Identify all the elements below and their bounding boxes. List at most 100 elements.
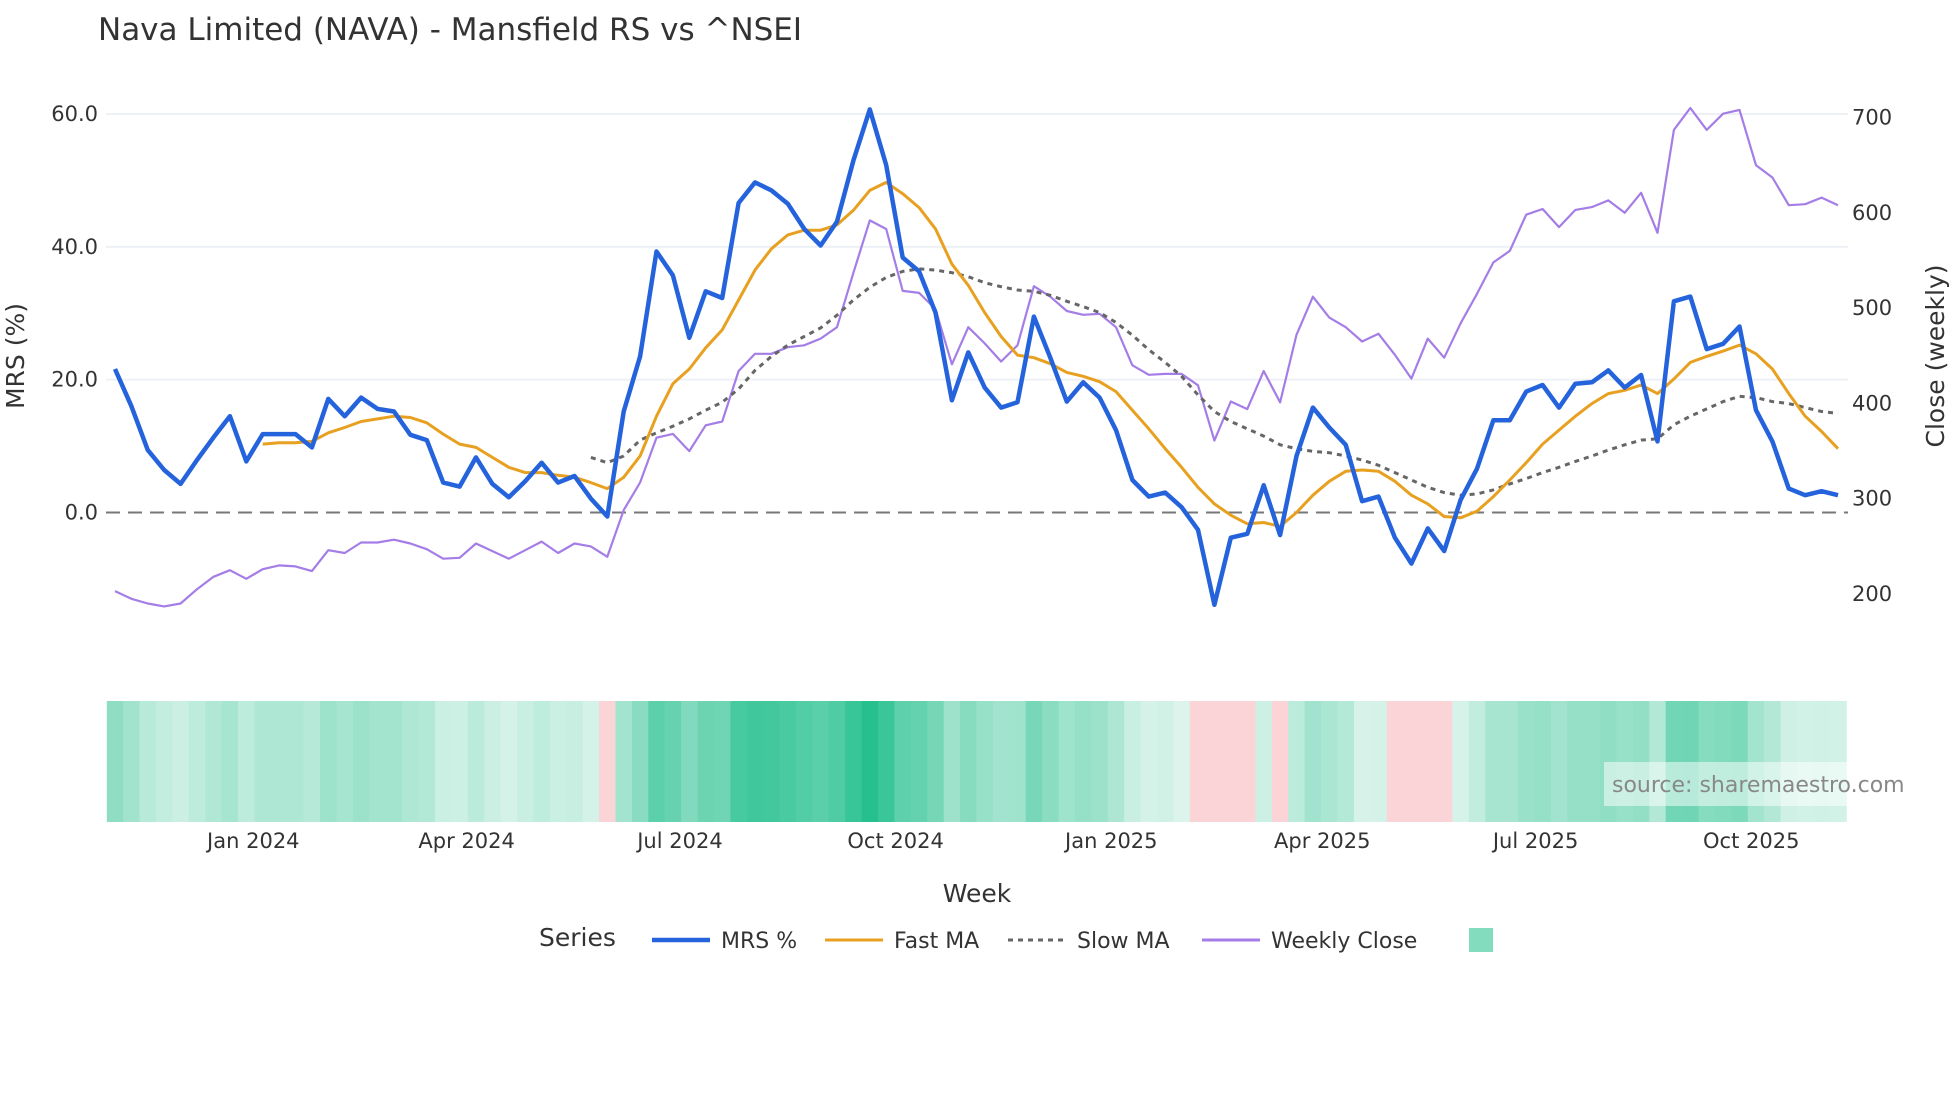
heatmap-cell [795,701,814,822]
heatmap-cell [861,701,879,822]
heatmap-cell [730,701,748,822]
heatmap-cell [960,701,978,822]
heatmap-cell [1534,701,1552,822]
legend-label: Slow MA [1077,929,1170,954]
x-tick-label: Jan 2024 [205,829,300,853]
heatmap-cell [1091,701,1109,822]
heatmap-cell [992,701,1010,822]
heatmap-cell [1009,701,1027,822]
y2-tick-label: 600 [1852,201,1892,225]
y-axis-right-title: Close (weekly) [1921,265,1950,448]
heatmap-cell [352,701,370,822]
heatmap-cell [500,701,518,822]
heatmap-cell [1452,701,1470,822]
y2-tick-label: 700 [1852,106,1892,130]
heatmap-cell [402,701,420,822]
gridlines [106,113,1848,381]
heatmap-cell [779,701,797,822]
legend-title: Series [539,923,616,952]
y-axis-left-title: MRS (%) [1,303,30,409]
x-tick-label: Jan 2025 [1063,829,1158,853]
heatmap-cell [320,701,338,822]
x-tick-label: Apr 2024 [418,829,514,853]
legend-label: Weekly Close [1271,929,1417,954]
heatmap-cell [1140,701,1158,822]
heatmap-cell [517,701,535,822]
heatmap-strip [106,701,1847,822]
y2-tick-label: 400 [1852,391,1892,415]
heatmap-cell [599,701,617,822]
heatmap-cell [648,701,666,822]
heatmap-cell [1173,701,1191,822]
heatmap-cell [631,701,649,822]
x-tick-label: Jul 2025 [1491,829,1578,853]
x-axis-title: Week [943,879,1012,908]
heatmap-cell [1124,701,1142,822]
y-tick-label: 40.0 [51,235,98,259]
heatmap-cell [221,701,239,822]
legend: Series MRS % Fast MA Slow MA Weekly Close [539,923,1493,954]
heatmap-cell [1353,701,1371,822]
heatmap-cell [287,701,305,822]
heatmap-cell [1550,701,1568,822]
heatmap-cell [1189,701,1207,822]
heatmap-cell [1468,701,1486,822]
y2-tick-label: 500 [1852,296,1892,320]
heatmap-cell [976,701,994,822]
heatmap-cell [1370,701,1388,822]
heatmap-cell [1025,701,1043,822]
y-axis-right-ticks: 200 300 400 500 600 700 [1852,106,1892,607]
heatmap-cell [1157,701,1175,822]
heatmap-cell [1435,701,1453,822]
heatmap-cell [1518,701,1536,822]
heatmap-cell [1271,701,1289,822]
y-tick-label: 60.0 [51,102,98,126]
heatmap-cell [566,701,584,822]
x-tick-label: Oct 2025 [1703,829,1799,853]
heatmap-cell [812,701,830,822]
heatmap-cell [205,701,223,822]
watermark-box [1604,762,1848,806]
x-tick-label: Jul 2024 [635,829,722,853]
heatmap-cell [943,701,961,822]
heatmap-cell [746,701,764,822]
heatmap-cell [681,701,699,822]
heatmap-cell [1321,701,1339,822]
y2-tick-label: 200 [1852,582,1892,606]
x-tick-label: Apr 2025 [1274,829,1370,853]
heatmap-cell [1074,701,1092,822]
heatmap-cell [1337,701,1355,822]
heatmap-cell [664,701,682,822]
heatmap-cell [1239,701,1257,822]
heatmap-cell [582,701,600,822]
heatmap-cell [713,701,731,822]
heatmap-cell [697,701,715,822]
heatmap-cell [549,701,567,822]
legend-heatmap-swatch [1469,928,1493,952]
heatmap-cell [369,701,387,822]
heatmap-cell [1107,701,1125,822]
x-tick-label: Oct 2024 [847,829,943,853]
heatmap-cell [1403,701,1421,822]
heatmap-cell [188,701,206,822]
heatmap-cell [254,701,272,822]
series-lines [106,106,1848,608]
heatmap-cell [484,701,502,822]
heatmap-cell [910,701,928,822]
heatmap-cell [1485,701,1503,822]
legend-label: MRS % [721,929,797,954]
heatmap-cell [1255,701,1273,822]
y2-tick-label: 300 [1852,487,1892,511]
heatmap-cell [1567,701,1585,822]
heatmap-cell [385,701,403,822]
heatmap-cell [139,701,157,822]
heatmap-cell [467,701,485,822]
heatmap-cell [1222,701,1240,822]
x-axis-ticks: Jan 2024 Apr 2024 Jul 2024 Oct 2024 Jan 2025… [205,829,1799,853]
heatmap-cell [845,701,863,822]
y-tick-label: 0.0 [65,501,98,525]
heatmap-cell [123,701,141,822]
heatmap-cell [1042,701,1060,822]
series-line-slow-ma [590,267,1839,497]
